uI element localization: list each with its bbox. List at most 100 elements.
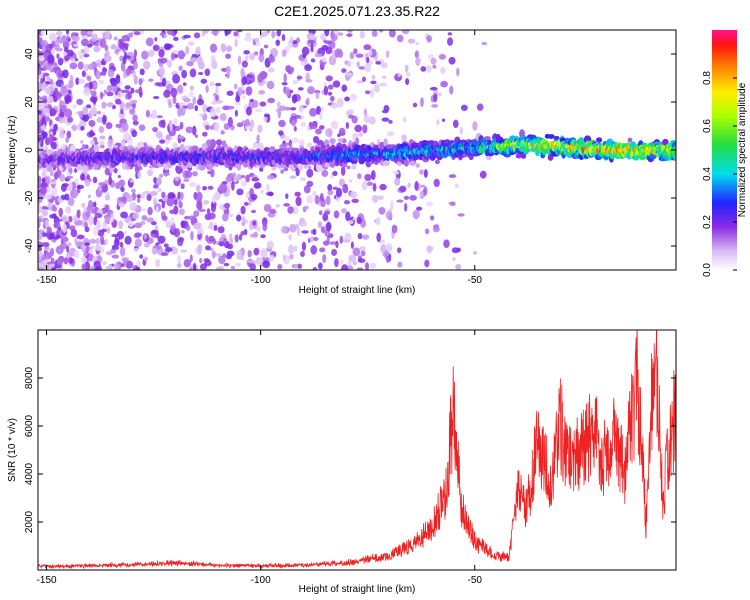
heatmap-noise-cell <box>88 119 96 127</box>
heatmap-noise-cell <box>244 36 253 42</box>
heatmap-noise-cell <box>248 225 254 231</box>
heatmap-noise-cell <box>99 38 107 49</box>
heatmap-noise-cell <box>213 224 218 231</box>
snr-plot-area <box>38 330 676 570</box>
heatmap-noise-cell <box>79 119 87 129</box>
heatmap-noise-cell <box>102 261 107 266</box>
heatmap-noise-cell <box>147 169 154 177</box>
heatmap-ridge-cell <box>351 163 357 170</box>
heatmap-noise-cell <box>172 95 177 105</box>
heatmap-noise-cell <box>154 37 158 42</box>
heatmap-noise-cell <box>259 167 264 172</box>
heatmap-noise-cell <box>38 246 42 252</box>
heatmap-noise-cell <box>281 34 286 42</box>
heatmap-noise-cell <box>327 184 333 192</box>
heatmap-noise-cell <box>379 30 384 33</box>
heatmap-noise-cell <box>145 109 150 118</box>
heatmap-noise-cell <box>381 117 390 122</box>
heatmap-noise-cell <box>111 254 119 259</box>
heatmap-noise-cell <box>53 223 58 229</box>
heatmap-noise-cell <box>179 121 184 130</box>
heatmap-noise-cell <box>325 128 333 138</box>
heatmap-noise-cell <box>100 235 105 245</box>
heatmap-noise-cell <box>164 43 170 50</box>
heatmap-noise-cell <box>65 136 70 143</box>
heatmap-noise-cell <box>225 176 232 183</box>
heatmap-noise-cell <box>340 166 346 176</box>
heatmap-noise-cell <box>225 254 232 260</box>
heatmap-noise-cell <box>156 177 162 186</box>
heatmap-noise-cell <box>178 65 183 72</box>
heatmap-noise-cell <box>66 49 74 57</box>
heatmap-noise-cell <box>198 113 205 117</box>
heatmap-noise-cell <box>42 66 47 72</box>
heatmap-noise-cell <box>114 262 120 270</box>
heatmap-noise-cell <box>327 84 334 90</box>
heatmap-noise-cell <box>209 125 214 130</box>
heatmap-noise-cell <box>212 194 216 204</box>
heatmap-noise-cell <box>334 257 339 268</box>
heatmap-noise-cell <box>41 171 47 178</box>
heatmap-noise-cell <box>419 184 426 188</box>
heatmap-noise-cell <box>206 208 211 215</box>
heatmap-ridge-cell <box>315 163 323 173</box>
heatmap-ridge-cell <box>672 152 676 161</box>
heatmap-noise-cell <box>295 167 300 177</box>
heatmap-noise-cell <box>352 135 356 142</box>
heatmap-noise-cell <box>364 90 371 95</box>
heatmap-noise-cell <box>55 47 63 52</box>
heatmap-noise-cell <box>186 102 195 110</box>
heatmap-ridge-cell <box>409 160 416 166</box>
heatmap-noise-cell <box>89 140 96 145</box>
heatmap-noise-cell <box>55 89 59 98</box>
heatmap-noise-cell <box>433 178 440 188</box>
heatmap-noise-cell <box>375 216 381 226</box>
heatmap-noise-cell <box>218 241 225 247</box>
heatmap-noise-cell <box>160 252 169 257</box>
heatmap-noise-cell <box>289 253 294 260</box>
heatmap-noise-cell <box>123 51 128 60</box>
heatmap-noise-cell <box>183 259 191 268</box>
heatmap-noise-cell <box>177 236 184 247</box>
heatmap-noise-cell <box>49 263 55 268</box>
heatmap-noise-cell <box>388 30 396 38</box>
heatmap-noise-cell <box>58 90 66 95</box>
heatmap-noise-cell <box>89 81 94 90</box>
heatmap-noise-cell <box>55 30 63 37</box>
heatmap-noise-cell <box>88 215 94 226</box>
heatmap-noise-cell <box>372 182 377 192</box>
heatmap-noise-cell <box>259 33 264 38</box>
heatmap-noise-cell <box>161 215 168 221</box>
heatmap-noise-cell <box>322 240 330 246</box>
heatmap-noise-cell <box>127 220 134 228</box>
heatmap-noise-cell <box>289 175 297 179</box>
heatmap-noise-cell <box>133 247 139 253</box>
heatmap-noise-cell <box>163 172 171 176</box>
heatmap-noise-cell <box>125 194 134 202</box>
heatmap-noise-cell <box>38 97 42 102</box>
heatmap-noise-cell <box>265 183 270 193</box>
heatmap-noise-cell <box>301 241 307 251</box>
heatmap-noise-cell <box>307 86 315 95</box>
heatmap-noise-cell <box>233 31 239 37</box>
heatmap-noise-cell <box>121 257 129 262</box>
heatmap-noise-cell <box>209 43 218 53</box>
heatmap-noise-cell <box>163 33 167 39</box>
heatmap-noise-cell <box>226 90 234 96</box>
heatmap-noise-cell <box>169 122 173 132</box>
spectrogram-ylabel: Frequency (Hz) <box>7 116 18 185</box>
heatmap-noise-cell <box>84 179 91 187</box>
heatmap-noise-cell <box>38 252 45 256</box>
heatmap-noise-cell <box>58 207 63 218</box>
heatmap-noise-cell <box>250 209 257 214</box>
heatmap-noise-cell <box>215 85 219 96</box>
heatmap-noise-cell <box>38 67 42 76</box>
heatmap-noise-cell <box>114 49 119 54</box>
heatmap-noise-cell <box>253 51 259 56</box>
heatmap-noise-cell <box>177 191 181 200</box>
heatmap-noise-cell <box>407 182 411 188</box>
heatmap-noise-cell <box>59 111 65 118</box>
heatmap-noise-cell <box>42 209 49 217</box>
heatmap-noise-cell <box>391 224 398 234</box>
heatmap-noise-cell <box>322 254 327 264</box>
